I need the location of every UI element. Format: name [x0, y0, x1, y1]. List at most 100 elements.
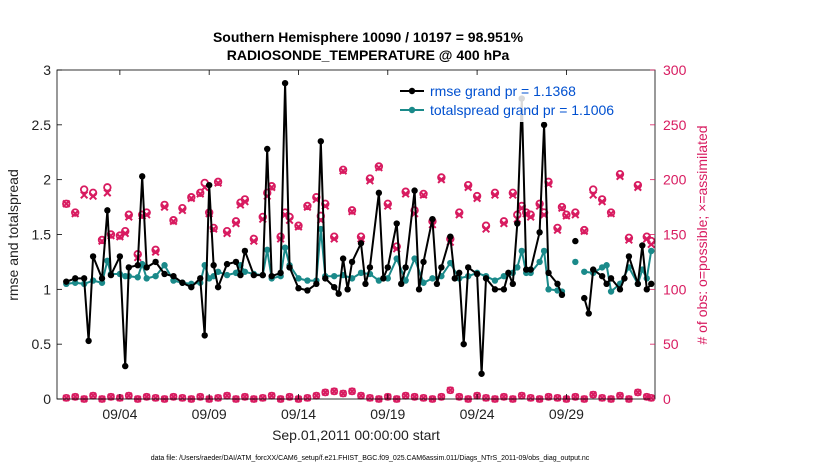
spread-point: [545, 286, 552, 293]
rmse-point: [411, 187, 418, 194]
obs-possible-point: [209, 223, 218, 233]
rmse-point: [161, 270, 168, 278]
obs-zero-possible-point: [285, 392, 294, 401]
rmse-point: [514, 220, 521, 227]
obs-assimilated-point: [303, 203, 312, 212]
spread-point: [281, 244, 289, 251]
spread-point: [607, 288, 615, 295]
obs-zero-possible-point: [339, 389, 348, 398]
rmse-point: [362, 280, 369, 288]
obs-assimilated-point: [557, 204, 566, 213]
legend-spread-marker: [408, 106, 416, 114]
rmse-point: [415, 286, 423, 293]
obs-zero-possible-point: [647, 394, 656, 402]
rmse-point: [536, 229, 543, 236]
rmse-point: [509, 280, 517, 288]
spread-point: [304, 277, 311, 284]
obs-assimilated-point: [647, 240, 656, 249]
spread-point: [331, 272, 338, 280]
rmse-point: [625, 253, 633, 260]
rmse-point: [122, 362, 129, 370]
rmse-point: [438, 264, 445, 271]
rmse-point: [460, 340, 467, 348]
x-tick-label: 09/29: [549, 406, 584, 422]
rmse-point: [339, 255, 347, 262]
rmse-point: [491, 286, 499, 293]
obs-assimilated-point: [624, 235, 633, 244]
obs-assimilated-point: [62, 199, 71, 208]
obs-assimilated-point: [71, 209, 80, 218]
rmse-point: [259, 271, 266, 279]
rmse-point: [393, 220, 400, 227]
obs-zero-assimilated-point: [598, 394, 606, 402]
obs-zero-assimilated-point: [482, 394, 490, 402]
rmse-point: [603, 280, 610, 288]
rmse-point: [634, 280, 642, 288]
obs-zero-possible-point: [258, 394, 267, 402]
plot-area: [57, 70, 655, 399]
y-left-tick-label: 1: [43, 281, 51, 297]
legend-spread-label: totalspread grand pr = 1.1006: [430, 102, 614, 118]
spread-point: [264, 246, 271, 254]
rmse-point: [295, 285, 302, 292]
obs-zero-possible-point: [589, 390, 598, 399]
spread-point: [420, 279, 427, 286]
obs-assimilated-point: [419, 191, 428, 200]
rmse-point: [277, 269, 284, 277]
obs-assimilated-point: [124, 212, 133, 221]
obs-zero-assimilated-point: [348, 387, 356, 396]
rmse-point: [348, 258, 356, 266]
rmse-point: [232, 258, 240, 266]
obs-zero-assimilated-point: [401, 392, 410, 400]
x-tick-label: 09/09: [192, 406, 227, 422]
obs-assimilated-point: [607, 209, 616, 218]
spread-point: [572, 258, 579, 266]
obs-zero-assimilated-point: [259, 394, 267, 402]
obs-assimilated-point: [294, 222, 303, 231]
obs-zero-assimilated-point: [518, 392, 526, 400]
obs-zero-possible-point: [303, 394, 312, 402]
obs-zero-possible-point: [348, 387, 356, 396]
rmse-point: [197, 275, 204, 282]
obs-assimilated-point: [196, 189, 205, 198]
y-axis-right-label: # of obs: o=possible; ×=assimilated: [694, 125, 710, 344]
spread-point: [603, 262, 610, 269]
obs-assimilated-point: [589, 191, 598, 200]
y-left-tick-label: 3: [43, 62, 51, 78]
spread-point: [241, 268, 249, 275]
rmse-point: [554, 280, 561, 288]
rmse-point: [344, 286, 351, 293]
obs-assimilated-point: [169, 217, 178, 226]
rmse-point: [317, 138, 325, 145]
obs-zero-assimilated-point: [89, 392, 97, 400]
rmse-point: [545, 269, 552, 277]
obs-zero-possible-point: [410, 392, 419, 401]
obs-zero-possible-point: [330, 387, 339, 396]
rmse-point: [201, 332, 208, 339]
obs-possible-point: [522, 208, 531, 217]
rmse-point: [397, 280, 405, 288]
rmse-point: [80, 275, 88, 282]
y-right-tick-label: 0: [663, 391, 671, 407]
obs-zero-assimilated-point: [616, 392, 624, 400]
obs-zero-possible-point: [419, 394, 428, 402]
obs-zero-assimilated-point: [330, 387, 338, 396]
obs-possible-point: [557, 202, 567, 212]
obs-assimilated-point: [580, 227, 589, 236]
spread-point: [648, 247, 655, 255]
rmse-point: [304, 287, 311, 294]
rmse-point: [264, 145, 271, 153]
obs-zero-possible-point: [482, 394, 490, 402]
obs-zero-assimilated-point: [647, 394, 655, 402]
spread-point: [143, 275, 150, 282]
spread-point: [491, 277, 499, 284]
y-left-tick-label: 0: [43, 391, 51, 407]
rmse-point: [505, 269, 512, 277]
spread-point: [214, 268, 222, 275]
obs-assimilated-point: [598, 197, 607, 206]
rmse-point: [433, 280, 441, 288]
obs-possible-point: [606, 208, 616, 217]
obs-assimilated-point: [249, 237, 258, 246]
obs-assimilated-point: [490, 191, 499, 200]
rmse-point: [447, 233, 454, 240]
